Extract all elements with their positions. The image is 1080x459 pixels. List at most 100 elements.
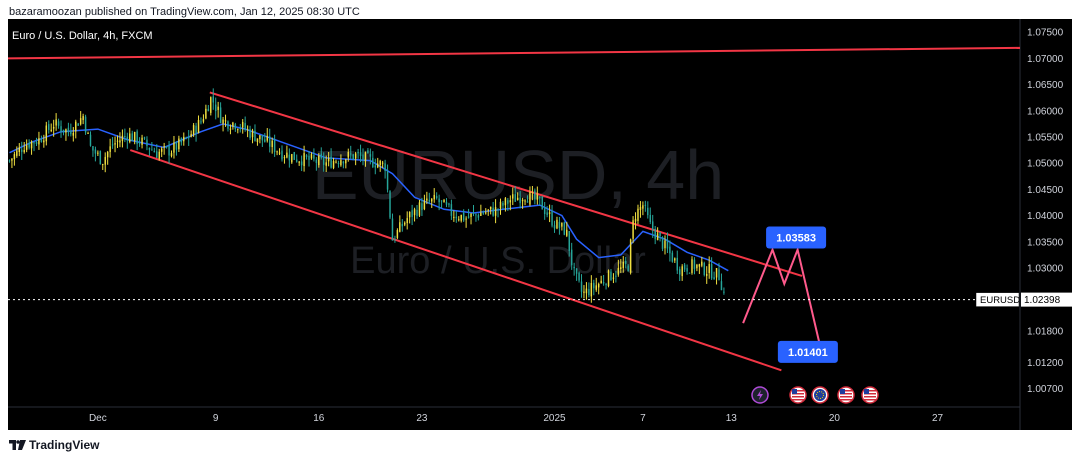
candle-body	[421, 203, 423, 211]
candle-body	[440, 200, 443, 202]
price-tick-label: 1.04500	[1027, 185, 1064, 196]
candle-body	[362, 154, 364, 160]
candle-body	[249, 129, 251, 138]
candle-body	[374, 165, 377, 168]
candle-body	[138, 142, 141, 144]
candle-body	[659, 232, 661, 237]
candle-body	[183, 136, 185, 142]
candle-body	[124, 136, 126, 138]
candle-body	[629, 239, 632, 273]
current-price-symbol: EURUSD	[980, 295, 1020, 306]
candle-body	[389, 191, 391, 218]
price-callout-text: 1.01401	[788, 347, 828, 359]
symbol-title[interactable]: Euro / U.S. Dollar, 4h, FXCM	[12, 30, 153, 42]
candle-body	[566, 229, 568, 236]
candle-body	[568, 231, 570, 251]
candle-body	[143, 137, 146, 139]
candle-body	[372, 157, 374, 167]
price-tick-label: 1.00700	[1027, 384, 1064, 395]
channel-lower-line	[129, 149, 782, 372]
candle-body	[349, 153, 352, 155]
candle-body	[573, 266, 575, 269]
price-tick-label: 1.04000	[1027, 211, 1064, 222]
us-flag-icon[interactable]	[837, 386, 855, 404]
time-axis[interactable]: Dec 9 16 23 2025 7 13 20 27	[89, 413, 944, 424]
price-tick-label: 1.07500	[1027, 28, 1064, 39]
us-flag-stripe	[864, 393, 876, 395]
price-callout[interactable]: 1.03583	[766, 226, 827, 249]
chart-area[interactable]: EURUSD, 4h Euro / U.S. Dollar Euro / U.S…	[8, 19, 1072, 430]
price-callout-text: 1.03583	[776, 232, 816, 244]
candle-body	[475, 214, 477, 216]
candle-body	[617, 267, 620, 275]
lightning-icon[interactable]	[751, 386, 769, 404]
candle-body	[330, 156, 332, 168]
candle-body	[597, 284, 600, 288]
candle-body	[649, 214, 651, 223]
candle-body	[121, 135, 124, 141]
candle-body	[379, 160, 381, 166]
current-price: EURUSD 1.02398	[8, 292, 1072, 307]
candle-body	[644, 204, 647, 206]
candle-body	[133, 132, 136, 142]
price-tick-label: 1.03000	[1027, 264, 1064, 275]
candle-body	[546, 212, 548, 216]
event-icons[interactable]	[751, 386, 879, 404]
candle-body	[713, 277, 715, 279]
candle-body	[210, 97, 212, 113]
candle-body	[158, 151, 160, 159]
candle-body	[13, 154, 16, 160]
price-axis[interactable]: 1.07500 1.07000 1.06500 1.06000 1.05500 1.050…	[1027, 28, 1064, 396]
candle-body	[401, 223, 404, 227]
candle-body	[229, 128, 232, 130]
candle-body	[671, 252, 674, 262]
us-flag-icon[interactable]	[861, 386, 879, 404]
price-annotations[interactable]: 1.03583 1.01401	[766, 226, 838, 363]
candle-body	[173, 142, 175, 153]
candle-body	[168, 145, 170, 156]
candle-body	[458, 219, 460, 221]
candle-body	[21, 149, 23, 152]
price-tick-label: 1.06000	[1027, 106, 1064, 117]
candle-body	[492, 207, 494, 216]
eu-flag-icon[interactable]	[811, 386, 829, 404]
candle-body	[406, 218, 408, 224]
candle-body	[94, 149, 97, 154]
candle-body	[327, 157, 330, 162]
candle-body	[298, 161, 300, 163]
us-flag-icon[interactable]	[789, 386, 807, 404]
candle-body	[688, 272, 691, 274]
candle-body	[109, 146, 111, 152]
candle-body	[259, 135, 261, 140]
candle-body	[396, 230, 399, 238]
candle-body	[543, 208, 546, 214]
resistance-line	[8, 46, 1021, 60]
candle-body	[539, 196, 541, 198]
candle-body	[691, 259, 693, 273]
candle-body	[251, 130, 254, 138]
candle-body	[106, 151, 109, 158]
candle-body	[588, 289, 590, 296]
watermark-name: Euro / U.S. Dollar	[350, 240, 646, 282]
candle-body	[111, 144, 114, 146]
candle-body	[610, 271, 612, 281]
candle-body	[548, 212, 551, 215]
candle-body	[516, 197, 519, 201]
price-chart[interactable]: EURUSD, 4h Euro / U.S. Dollar Euro / U.S…	[8, 19, 1072, 430]
lightning-bolt	[757, 390, 763, 400]
candle-body	[674, 258, 676, 261]
candle-body	[418, 202, 421, 216]
candle-body	[431, 198, 433, 202]
candle-body	[377, 163, 379, 168]
price-callout[interactable]: 1.01401	[777, 340, 838, 363]
candle-body	[480, 212, 482, 216]
candle-body	[531, 192, 534, 194]
candle-body	[720, 281, 723, 291]
candle-body	[622, 261, 624, 269]
candle-body	[219, 107, 222, 123]
candle-body	[585, 288, 588, 294]
candle-body	[708, 264, 710, 273]
us-flag-stripe	[792, 390, 804, 392]
candle-body	[465, 218, 467, 220]
channel-upper-line	[209, 91, 803, 277]
